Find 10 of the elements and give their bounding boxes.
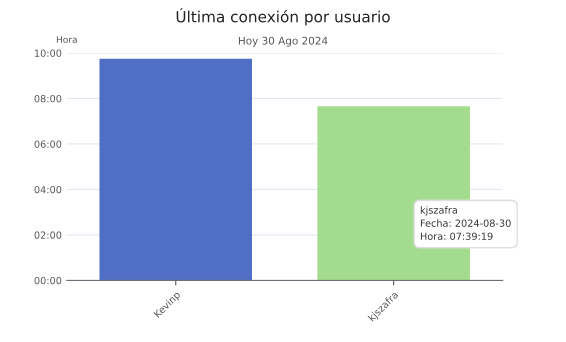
y-tick-label: 00:00 <box>34 276 62 284</box>
annotation: kjszafra Fecha: 2024-08-30 Hora: 07:39:19 <box>420 206 511 240</box>
chart-subtitle: Hoy 30 Ago 2024 <box>238 36 328 47</box>
y-tick-label: 08:00 <box>34 94 62 102</box>
y-axis-title: Hora <box>56 36 77 43</box>
y-tick-label: 04:00 <box>34 186 62 194</box>
chart-title: Última conexión por usuario <box>176 8 390 26</box>
y-tick-label: 02:00 <box>34 231 62 239</box>
y-tick-label: 06:00 <box>34 140 62 148</box>
y-tick-label: 10:00 <box>34 49 62 57</box>
